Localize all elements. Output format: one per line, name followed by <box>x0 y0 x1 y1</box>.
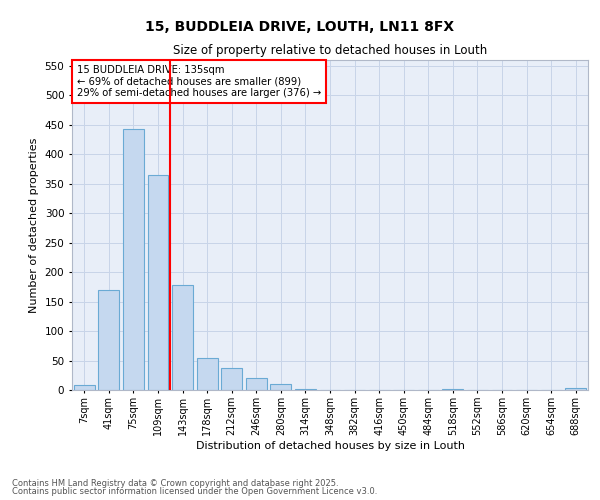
Bar <box>123 129 144 390</box>
X-axis label: Distribution of detached houses by size in Louth: Distribution of detached houses by size … <box>196 440 464 450</box>
Bar <box>197 358 218 390</box>
Bar <box>246 378 267 390</box>
Bar <box>74 386 95 390</box>
Bar <box>148 175 169 390</box>
Bar <box>271 384 292 390</box>
Bar <box>172 285 193 390</box>
Text: 15 BUDDLEIA DRIVE: 135sqm
← 69% of detached houses are smaller (899)
29% of semi: 15 BUDDLEIA DRIVE: 135sqm ← 69% of detac… <box>77 65 322 98</box>
Bar <box>295 389 316 390</box>
Bar <box>565 388 586 390</box>
Bar <box>98 290 119 390</box>
Text: 15, BUDDLEIA DRIVE, LOUTH, LN11 8FX: 15, BUDDLEIA DRIVE, LOUTH, LN11 8FX <box>145 20 455 34</box>
Text: Contains HM Land Registry data © Crown copyright and database right 2025.: Contains HM Land Registry data © Crown c… <box>12 478 338 488</box>
Y-axis label: Number of detached properties: Number of detached properties <box>29 138 39 312</box>
Title: Size of property relative to detached houses in Louth: Size of property relative to detached ho… <box>173 44 487 58</box>
Text: Contains public sector information licensed under the Open Government Licence v3: Contains public sector information licen… <box>12 487 377 496</box>
Bar <box>221 368 242 390</box>
